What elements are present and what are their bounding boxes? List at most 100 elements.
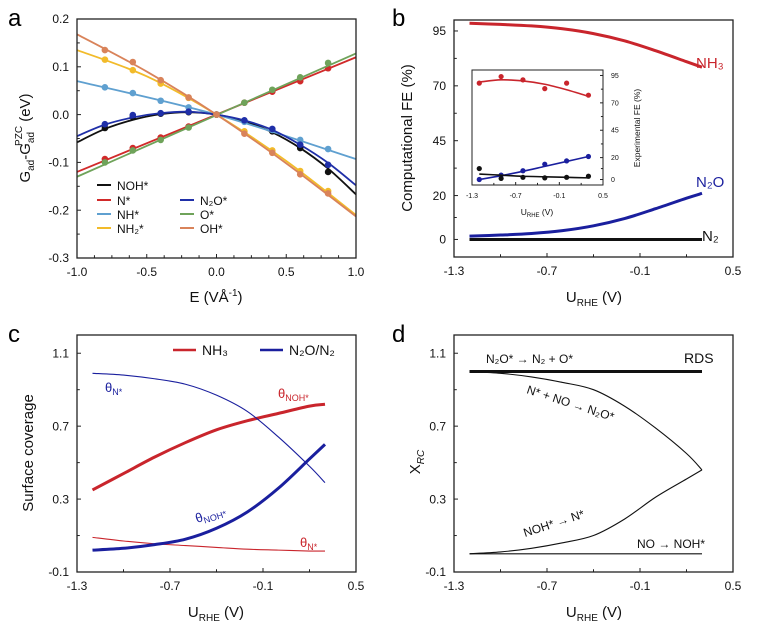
label-n2o: N₂O bbox=[696, 174, 724, 191]
inset-point-nh3 bbox=[520, 77, 526, 83]
fit-line-n2o bbox=[76, 110, 357, 187]
inset-point-n2o bbox=[520, 168, 526, 174]
inset-point-n2 bbox=[542, 175, 548, 181]
y-tick-label: 0.3 bbox=[52, 492, 69, 506]
data-point-o bbox=[129, 147, 137, 154]
x-tick-label: -1.3 bbox=[466, 193, 478, 200]
y-tick-label: -0.1 bbox=[48, 565, 69, 579]
y-tick-label: -0.1 bbox=[48, 156, 69, 170]
panel-d: -1.3 -0.7 -0.1 0.5 1.1 0.7 0.3 -0.1 URHE (V) XR… bbox=[407, 334, 742, 624]
y-tick-label: 0.7 bbox=[52, 419, 69, 433]
inset-point-n2 bbox=[476, 165, 482, 172]
panel-a-ylabel: Gad-GadPZC (eV) bbox=[14, 93, 37, 182]
annotation-n-plus-no: N* + NO → N₂O* bbox=[525, 383, 616, 425]
data-point-noh bbox=[324, 168, 332, 176]
label-theta-n-blue: θN* bbox=[105, 380, 123, 397]
data-point-o bbox=[101, 159, 109, 166]
data-point-n2o bbox=[101, 120, 109, 128]
data-point-o bbox=[185, 124, 192, 131]
x-tick-label: 0.5 bbox=[598, 193, 608, 200]
data-point-oh bbox=[241, 130, 248, 138]
inset-point-nh3 bbox=[542, 86, 548, 92]
panel-letter-c: c bbox=[8, 321, 20, 348]
data-point-n2o bbox=[129, 111, 137, 119]
data-point-nh bbox=[296, 136, 304, 144]
data-point-oh bbox=[185, 94, 192, 101]
x-tick-label: 0.5 bbox=[278, 265, 295, 279]
x-tick-label: 0.5 bbox=[725, 264, 742, 278]
inset-point-n2 bbox=[564, 174, 570, 180]
data-point-o bbox=[241, 99, 248, 106]
legend-label-n2o: N₂O/N₂ bbox=[289, 342, 335, 358]
x-tick-label: -0.1 bbox=[630, 264, 651, 278]
panel-b-xlabel: URHE (V) bbox=[566, 289, 622, 309]
inset-point-n2 bbox=[498, 175, 504, 182]
xrc-curve-1 bbox=[469, 370, 703, 471]
inset-point-n2 bbox=[520, 174, 526, 180]
legend-label: NH* bbox=[117, 208, 139, 222]
data-point-oh bbox=[101, 46, 109, 54]
data-point-o bbox=[296, 74, 304, 81]
y-tick-label: 0.1 bbox=[52, 60, 69, 74]
label-n2: N₂ bbox=[702, 228, 719, 245]
coverage-curve-2 bbox=[92, 372, 326, 484]
data-point-n2o bbox=[269, 125, 276, 133]
curve-nh3 bbox=[469, 21, 703, 69]
y-tick-label: 0.0 bbox=[52, 108, 69, 122]
panel-letter-b: b bbox=[392, 5, 405, 32]
panel-letter-a: a bbox=[8, 5, 22, 32]
x-tick-label: -1.3 bbox=[444, 264, 465, 278]
inset-point-nh3 bbox=[585, 92, 592, 98]
data-point-n2o bbox=[241, 117, 248, 124]
label-theta-n-red: θN* bbox=[300, 535, 318, 552]
inset-ylabel: Experimental FE (%) bbox=[632, 89, 642, 168]
inset-frame bbox=[471, 69, 604, 186]
x-tick-label: -1.0 bbox=[67, 265, 88, 279]
inset-point-n2 bbox=[585, 173, 592, 179]
data-point-n2o bbox=[296, 141, 304, 149]
label-nh3: NH₃ bbox=[696, 55, 724, 72]
y-tick-label: 95 bbox=[433, 24, 447, 38]
y-tick-label: 0.3 bbox=[429, 492, 446, 506]
y-tick-label: 20 bbox=[433, 189, 447, 203]
data-point-oh bbox=[129, 58, 137, 66]
x-tick-label: 0.5 bbox=[348, 579, 365, 593]
panel-d-ylabel: XRC bbox=[407, 449, 427, 474]
x-tick-label: -0.7 bbox=[537, 264, 558, 278]
coverage-curve-3 bbox=[92, 443, 327, 552]
data-point-n2o bbox=[324, 161, 332, 169]
data-point-oh bbox=[324, 190, 332, 197]
inset-point-n2o bbox=[542, 161, 548, 167]
data-point-nh bbox=[129, 89, 137, 97]
inset-point-n2o bbox=[564, 158, 570, 164]
panel-b-ylabel: Computational FE (%) bbox=[399, 64, 416, 212]
inset-fit-nh3 bbox=[479, 79, 589, 98]
panel-b: -1.3 -0.7 -0.1 0.5 95 70 45 20 0 URHE (V) Comput… bbox=[399, 19, 742, 309]
curve-n2o bbox=[469, 191, 703, 238]
data-point-nh bbox=[101, 84, 109, 91]
x-tick-label: -0.1 bbox=[553, 193, 565, 200]
inset-xlabel: URHE (V) bbox=[521, 207, 554, 219]
y-tick-label: 0.2 bbox=[52, 12, 69, 26]
label-theta-noh-red: θNOH* bbox=[278, 386, 309, 403]
x-tick-label: 0.0 bbox=[208, 265, 225, 279]
y-tick-label: 0.7 bbox=[429, 419, 446, 433]
coverage-curve-1 bbox=[92, 536, 326, 552]
legend-label-nh3: NH₃ bbox=[202, 342, 228, 358]
y-tick-label: 45 bbox=[433, 134, 447, 148]
y-tick-label: 70 bbox=[611, 100, 619, 107]
data-point-oh bbox=[157, 76, 164, 84]
y-tick-label: 95 bbox=[611, 73, 619, 80]
data-point-nh2 bbox=[101, 56, 109, 63]
y-tick-label: 20 bbox=[611, 155, 619, 162]
data-point-n2o bbox=[157, 109, 164, 117]
x-tick-label: -1.3 bbox=[444, 579, 465, 593]
x-tick-label: -0.5 bbox=[136, 265, 157, 279]
panel-c: -1.3 -0.7 -0.1 0.5 1.1 0.7 0.3 -0.1 URHE (V) Su… bbox=[20, 334, 365, 624]
x-tick-label: -0.7 bbox=[537, 579, 558, 593]
data-point-oh bbox=[213, 111, 220, 118]
legend-label: OH* bbox=[200, 222, 223, 236]
inset-point-nh3 bbox=[564, 80, 570, 86]
panel-a-xlabel: E (VÅ-1) bbox=[189, 288, 242, 306]
data-point-oh bbox=[269, 149, 276, 157]
